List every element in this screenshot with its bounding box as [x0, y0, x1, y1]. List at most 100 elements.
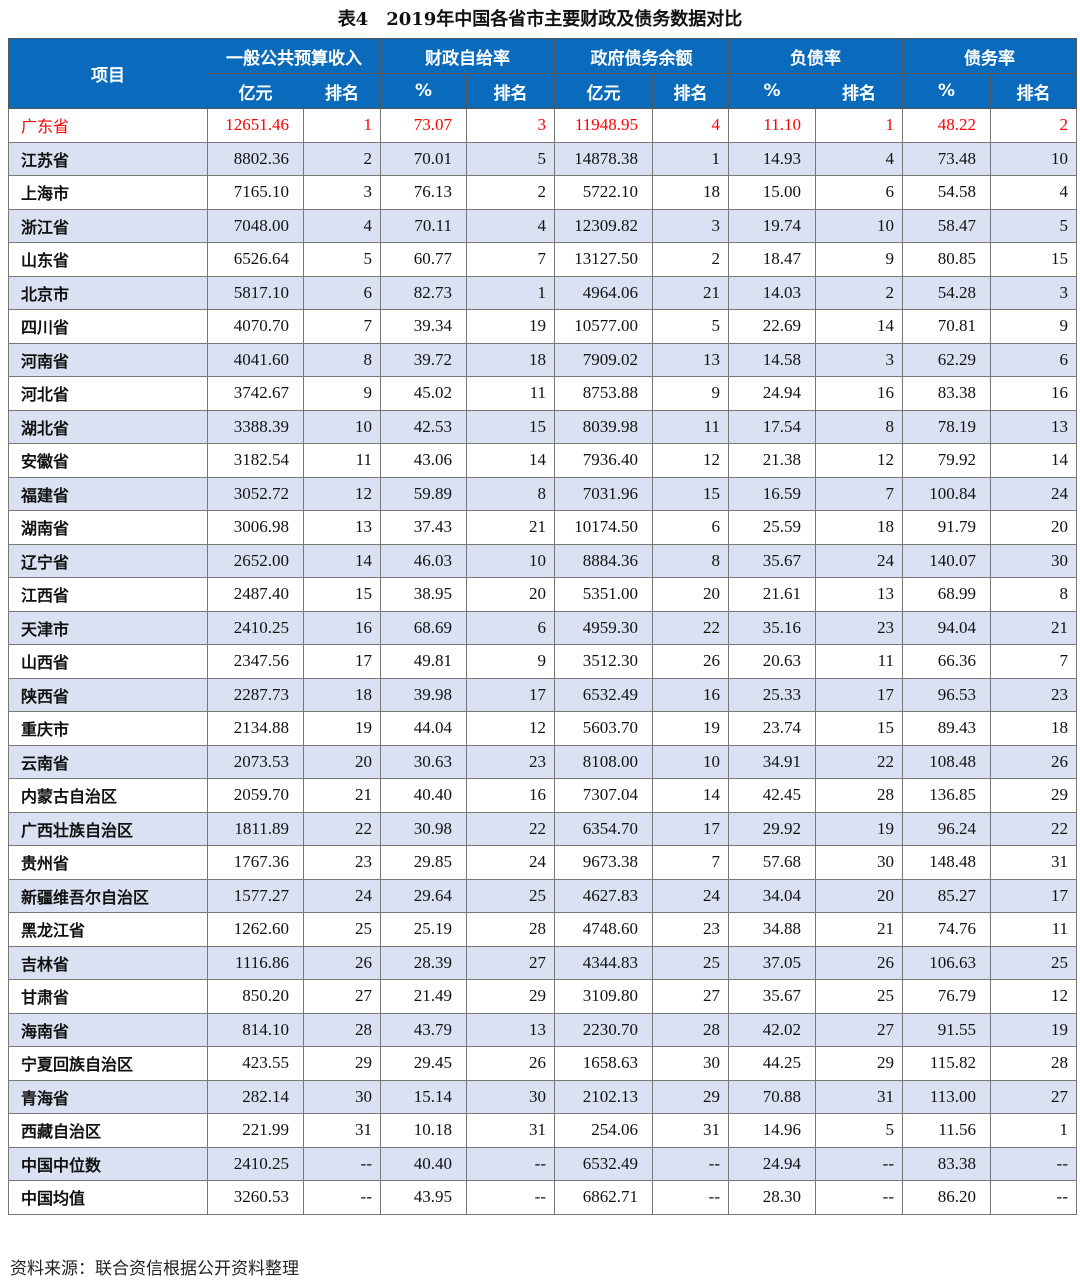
value-cell: 14.93 — [728, 141, 816, 176]
value-cell: 85.27 — [902, 878, 991, 913]
rank-cell: 15 — [466, 409, 555, 444]
region-name-cell: 云南省 — [8, 744, 208, 779]
value-cell: 2347.56 — [207, 644, 304, 679]
value-cell: 3388.39 — [207, 409, 304, 444]
rank-cell: 7 — [303, 309, 381, 344]
value-cell: 10174.50 — [554, 510, 653, 545]
value-cell: 25.59 — [728, 510, 816, 545]
value-cell: 113.00 — [902, 1079, 991, 1114]
table-row: 青海省 282.14 30 15.14 30 2102.13 29 70.88 31 113.00… — [8, 1079, 1077, 1114]
value-cell: 68.99 — [902, 577, 991, 612]
value-cell: 148.48 — [902, 845, 991, 880]
table-row: 吉林省 1116.86 26 28.39 27 4344.83 25 37.05 26 106.6… — [8, 945, 1077, 980]
rank-cell: 15 — [990, 242, 1077, 277]
value-cell: 10577.00 — [554, 309, 653, 344]
value-cell: 9673.38 — [554, 845, 653, 880]
value-cell: 5603.70 — [554, 711, 653, 746]
rank-cell: 13 — [303, 510, 381, 545]
value-cell: 2230.70 — [554, 1012, 653, 1047]
source-note: 资料来源：联合资信根据公开资料整理 — [10, 1259, 299, 1279]
value-cell: 42.02 — [728, 1012, 816, 1047]
value-cell: 40.40 — [380, 1146, 467, 1181]
table-row: 广西壮族自治区 1811.89 22 30.98 22 6354.70 17 29.92 19 9… — [8, 811, 1077, 846]
rank-cell: 27 — [990, 1079, 1077, 1114]
value-cell: 14.58 — [728, 342, 816, 377]
table-row: 宁夏回族自治区 423.55 29 29.45 26 1658.63 30 44.25 29 11… — [8, 1046, 1077, 1081]
value-cell: 54.28 — [902, 275, 991, 310]
table-row: 江西省 2487.40 15 38.95 20 5351.00 20 21.61 13 68.99… — [8, 577, 1077, 612]
rank-cell: 29 — [303, 1046, 381, 1081]
table-row: 内蒙古自治区 2059.70 21 40.40 16 7307.04 14 42.45 28 13… — [8, 778, 1077, 813]
subheader-rank: 排名 — [466, 73, 555, 109]
rank-cell: 1 — [652, 141, 729, 176]
rank-cell: 23 — [466, 744, 555, 779]
rank-cell: 3 — [990, 275, 1077, 310]
value-cell: 37.05 — [728, 945, 816, 980]
value-cell: 66.36 — [902, 644, 991, 679]
value-cell: 3512.30 — [554, 644, 653, 679]
value-cell: 4070.70 — [207, 309, 304, 344]
rank-cell: 20 — [303, 744, 381, 779]
value-cell: 8108.00 — [554, 744, 653, 779]
region-name-cell: 青海省 — [8, 1079, 208, 1114]
rank-cell: -- — [815, 1146, 903, 1181]
value-cell: 7165.10 — [207, 175, 304, 210]
rank-cell: 10 — [466, 543, 555, 578]
value-cell: 5817.10 — [207, 275, 304, 310]
rank-cell: 2 — [466, 175, 555, 210]
value-cell: 12651.46 — [207, 108, 304, 143]
value-cell: 140.07 — [902, 543, 991, 578]
fiscal-debt-table: 项目 一般公共预算收入 财政自给率 政府债务余额 负债率 债务率 亿元 排名 %… — [8, 38, 1077, 1215]
value-cell: 1767.36 — [207, 845, 304, 880]
value-cell: 35.16 — [728, 610, 816, 645]
rank-cell: 10 — [652, 744, 729, 779]
table-row: 中国均值 3260.53 -- 43.95 -- 6862.71 -- 28.30 -- 86.2… — [8, 1180, 1077, 1215]
value-cell: 79.92 — [902, 443, 991, 478]
value-cell: 4748.60 — [554, 912, 653, 947]
region-name-cell: 上海市 — [8, 175, 208, 210]
region-name-cell: 河南省 — [8, 342, 208, 377]
rank-cell: 22 — [652, 610, 729, 645]
value-cell: 29.92 — [728, 811, 816, 846]
value-cell: 8753.88 — [554, 376, 653, 411]
rank-cell: 13 — [990, 409, 1077, 444]
value-cell: 24.94 — [728, 1146, 816, 1181]
value-cell: 6526.64 — [207, 242, 304, 277]
region-name-cell: 中国中位数 — [8, 1146, 208, 1181]
rank-cell: 8 — [815, 409, 903, 444]
rank-cell: 29 — [466, 979, 555, 1014]
value-cell: 29.85 — [380, 845, 467, 880]
value-cell: 5351.00 — [554, 577, 653, 612]
value-cell: 83.38 — [902, 1146, 991, 1181]
value-cell: 2487.40 — [207, 577, 304, 612]
value-cell: 82.73 — [380, 275, 467, 310]
rank-cell: 11 — [303, 443, 381, 478]
rank-cell: 18 — [990, 711, 1077, 746]
value-cell: 4627.83 — [554, 878, 653, 913]
rank-cell: 18 — [652, 175, 729, 210]
rank-cell: 24 — [815, 543, 903, 578]
region-name-cell: 黑龙江省 — [8, 912, 208, 947]
rank-cell: 8 — [466, 476, 555, 511]
rank-cell: 3 — [303, 175, 381, 210]
value-cell: 15.14 — [380, 1079, 467, 1114]
rank-cell: 26 — [303, 945, 381, 980]
rank-cell: 19 — [303, 711, 381, 746]
value-cell: 3006.98 — [207, 510, 304, 545]
value-cell: 62.29 — [902, 342, 991, 377]
value-cell: 4964.06 — [554, 275, 653, 310]
rank-cell: 1 — [466, 275, 555, 310]
rank-cell: 16 — [815, 376, 903, 411]
table-row: 广东省 12651.46 1 73.07 3 11948.95 4 11.10 1 48.22 2 — [8, 108, 1077, 143]
header-group-revenue: 一般公共预算收入 — [207, 38, 381, 74]
rank-cell: 31 — [815, 1079, 903, 1114]
table-row: 贵州省 1767.36 23 29.85 24 9673.38 7 57.68 30 148.48… — [8, 845, 1077, 880]
value-cell: 221.99 — [207, 1113, 304, 1148]
region-name-cell: 安徽省 — [8, 443, 208, 478]
region-name-cell: 江苏省 — [8, 141, 208, 176]
value-cell: 1811.89 — [207, 811, 304, 846]
value-cell: 1577.27 — [207, 878, 304, 913]
rank-cell: 11 — [466, 376, 555, 411]
value-cell: 78.19 — [902, 409, 991, 444]
rank-cell: 3 — [466, 108, 555, 143]
